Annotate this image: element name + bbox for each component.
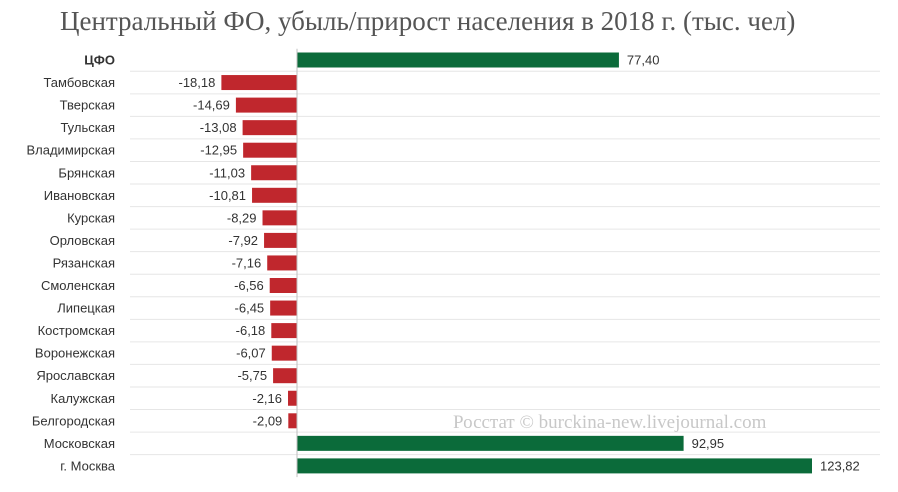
category-label: Костромская bbox=[38, 323, 115, 338]
category-label: Смоленская bbox=[41, 278, 115, 293]
grid-lines bbox=[130, 70, 880, 456]
chart-title: Центральный ФО, убыль/прирост населения … bbox=[60, 6, 796, 36]
category-label: Ярославская bbox=[36, 368, 115, 383]
bar-row-9 bbox=[267, 255, 297, 271]
category-label: Калужская bbox=[51, 391, 115, 406]
value-label: -5,75 bbox=[237, 368, 267, 383]
category-label: Воронежская bbox=[35, 346, 115, 361]
watermark: Росстат © burckina-new.livejournal.com bbox=[453, 412, 767, 433]
bar-row-3 bbox=[242, 120, 297, 136]
category-label: Брянская bbox=[58, 165, 115, 180]
value-label: -8,29 bbox=[227, 210, 257, 225]
bar-row-10 bbox=[269, 278, 297, 293]
bar-row-2 bbox=[235, 97, 297, 113]
value-label: 92,95 bbox=[692, 436, 725, 451]
bar-row-14 bbox=[273, 368, 297, 384]
category-label: г. Москва bbox=[60, 458, 116, 473]
category-label: ЦФО bbox=[84, 53, 115, 68]
value-label: 77,40 bbox=[627, 53, 660, 68]
bar-row-15 bbox=[288, 390, 297, 406]
bar-row-17 bbox=[297, 435, 684, 451]
bar-row-4 bbox=[243, 142, 297, 158]
value-label: -13,08 bbox=[200, 120, 237, 135]
bars bbox=[221, 52, 812, 474]
category-label: Тамбовская bbox=[43, 75, 115, 90]
value-label: -6,45 bbox=[235, 301, 265, 316]
category-label: Орловская bbox=[50, 233, 115, 248]
bar-row-0 bbox=[297, 52, 619, 68]
value-label: -6,56 bbox=[234, 278, 264, 293]
category-label: Московская bbox=[44, 436, 115, 451]
labels: ЦФО 77,40 Тамбовская -18,18 Тверская -14,69 Ту… bbox=[26, 53, 859, 474]
value-label: -7,16 bbox=[232, 255, 262, 270]
bar-row-11 bbox=[270, 300, 297, 316]
category-label: Тверская bbox=[60, 98, 115, 113]
bar-row-13 bbox=[271, 345, 297, 361]
value-label: -14,69 bbox=[193, 98, 230, 113]
category-label: Липецкая bbox=[57, 301, 115, 316]
value-label: -7,92 bbox=[228, 233, 258, 248]
value-label: -6,07 bbox=[236, 346, 266, 361]
value-label: -6,18 bbox=[236, 323, 266, 338]
value-label: -11,03 bbox=[209, 165, 245, 180]
category-label: Ивановская bbox=[44, 188, 115, 203]
bar-row-5 bbox=[251, 165, 297, 181]
bar-row-8 bbox=[264, 232, 297, 248]
bar-row-16 bbox=[288, 413, 297, 429]
category-label: Курская bbox=[67, 210, 115, 225]
value-label: -2,09 bbox=[253, 413, 283, 428]
value-label: 123,82 bbox=[820, 458, 860, 473]
value-label: -10,81 bbox=[209, 188, 246, 203]
bar-row-6 bbox=[252, 187, 297, 203]
category-label: Владимирская bbox=[26, 143, 115, 158]
bar-row-18 bbox=[297, 458, 812, 474]
bar-row-1 bbox=[221, 75, 297, 91]
category-label: Рязанская bbox=[53, 255, 115, 270]
bar-row-7 bbox=[262, 210, 297, 226]
value-label: -18,18 bbox=[179, 75, 216, 90]
category-label: Тульская bbox=[60, 120, 115, 135]
category-label: Белгородская bbox=[32, 413, 115, 428]
value-label: -2,16 bbox=[252, 391, 282, 406]
bar-row-12 bbox=[271, 323, 297, 339]
value-label: -12,95 bbox=[200, 143, 237, 158]
